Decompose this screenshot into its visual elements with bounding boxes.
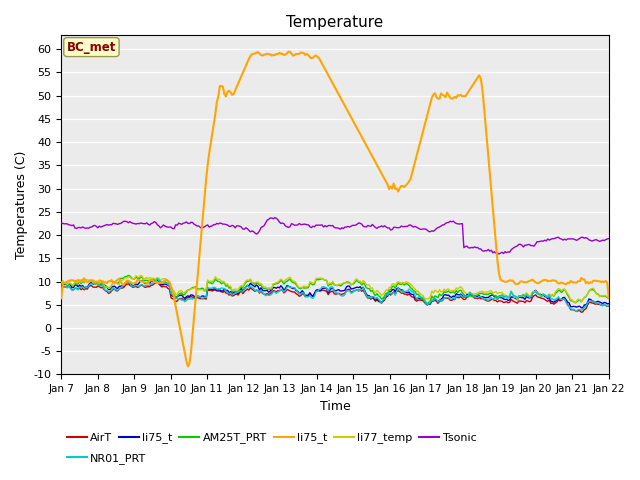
Text: BC_met: BC_met: [67, 41, 116, 54]
Y-axis label: Temperatures (C): Temperatures (C): [15, 151, 28, 259]
Title: Temperature: Temperature: [286, 15, 383, 30]
Legend: NR01_PRT: NR01_PRT: [67, 453, 147, 464]
X-axis label: Time: Time: [319, 400, 350, 413]
